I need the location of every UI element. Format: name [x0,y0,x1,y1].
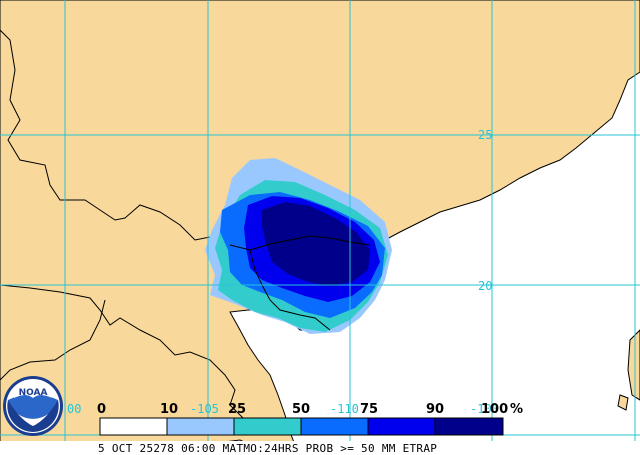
grid-label-lon-left: 00 [67,402,81,416]
noaa-logo: NOAA [3,376,63,436]
noaa-logo-text: NOAA [19,388,48,398]
legend-swatch-10 [166,417,235,436]
legend-swatch-50 [300,417,369,436]
probability-contours [205,158,392,334]
footer-bar [0,441,640,455]
legend-swatch-25 [233,417,302,436]
legend-tick-50: 50 [292,402,310,417]
grid-label-lat-20: 20 [478,279,492,293]
island-small [617,394,629,411]
legend-tick-90: 90 [426,402,444,417]
legend-tick-10: 10 [160,402,178,417]
legend-swatch-90 [434,417,504,436]
legend-color-bar [99,417,504,436]
legend-tick-0: 0 [97,402,106,417]
legend-swatch-0 [99,417,168,436]
grid-label-lon-100: -100 [470,402,499,416]
footer-caption: 5 OCT 25278 06:00 MATMO:24HRS PROB >= 50… [98,442,437,455]
legend-tick-25: 25 [228,402,246,417]
legend-swatch-75 [367,417,436,436]
grid-label-lon-110: -110 [330,402,359,416]
contour-90 [262,202,370,286]
island [627,329,640,401]
legend-tick-75: 75 [360,402,378,417]
borders-overlay [229,235,371,331]
legend-ticks: 0 10 25 50 75 90 100 % [97,402,523,417]
legend-unit: % [510,402,523,417]
grid-label-lon-105: -105 [190,402,219,416]
legend-tick-100: 100 [481,402,508,417]
grid-label-lat-25: 25 [478,128,492,142]
